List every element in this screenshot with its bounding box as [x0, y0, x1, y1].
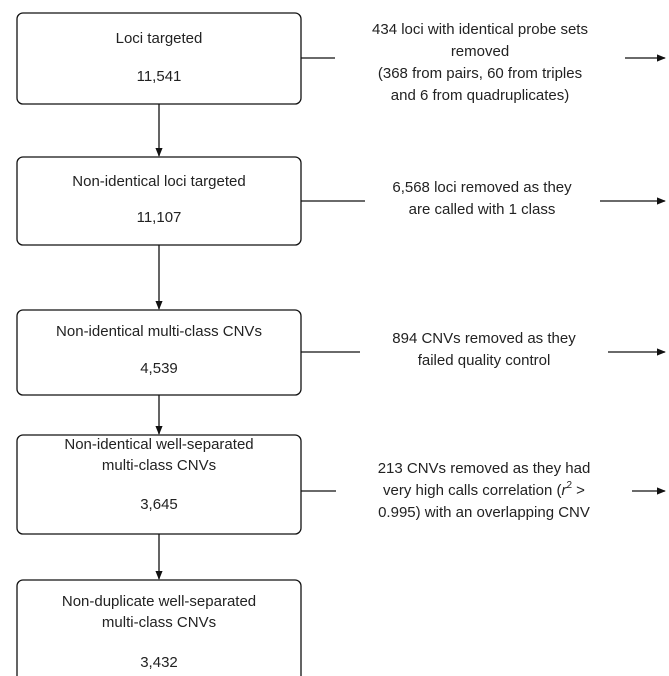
note-text: failed quality control [418, 352, 551, 369]
note-text: removed [451, 43, 509, 60]
note-line: 0.995) with an overlapping CNV [378, 504, 590, 521]
note-text: 0.995) with an overlapping CNV [378, 504, 590, 521]
box-label: Non-duplicate well-separated [62, 593, 256, 610]
note-line: removed [451, 43, 509, 60]
flow-box [16, 12, 302, 105]
note-text: 434 loci with identical probe sets [372, 21, 588, 38]
note-text: 213 CNVs removed as they had [378, 460, 591, 477]
box-label: Non-identical well-separated [64, 436, 253, 453]
box-count: 3,432 [140, 654, 178, 671]
note-text: are called with 1 class [409, 201, 556, 218]
box-label: multi-class CNVs [102, 614, 216, 631]
note-text: 2 [566, 480, 572, 491]
note-line: 434 loci with identical probe sets [372, 21, 588, 38]
note-line: 6,568 loci removed as they [392, 179, 572, 196]
box-label: Non-identical multi-class CNVs [56, 323, 262, 340]
box-count: 11,541 [137, 68, 182, 85]
note-line: are called with 1 class [409, 201, 556, 218]
flow-box [16, 579, 302, 676]
note-line: 213 CNVs removed as they had [378, 460, 591, 477]
note-line: and 6 from quadruplicates) [391, 87, 569, 104]
box-label: multi-class CNVs [102, 457, 216, 474]
note-text: (368 from pairs, 60 from triples [378, 65, 582, 82]
box-label: Loci targeted [116, 30, 203, 47]
note-text: 6,568 loci removed as they [392, 179, 572, 196]
note-line: very high calls correlation (r2 > [383, 480, 585, 499]
note-line: 894 CNVs removed as they [392, 330, 576, 347]
flow-box [16, 156, 302, 246]
note-text: very high calls correlation ( [383, 482, 561, 499]
box-label: Non-identical loci targeted [72, 173, 245, 190]
note-text: > [572, 482, 585, 499]
note-text: 894 CNVs removed as they [392, 330, 576, 347]
box-count: 4,539 [140, 360, 178, 377]
note-text: r [561, 482, 567, 499]
note-line: (368 from pairs, 60 from triples [378, 65, 582, 82]
note-line: failed quality control [418, 352, 551, 369]
note-text: and 6 from quadruplicates) [391, 87, 569, 104]
box-count: 3,645 [140, 496, 178, 513]
box-count: 11,107 [137, 209, 182, 226]
